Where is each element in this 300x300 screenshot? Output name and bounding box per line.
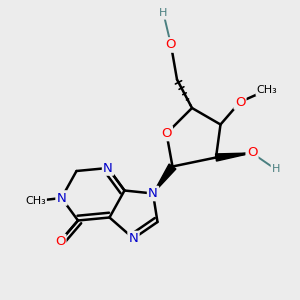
Text: N: N (103, 161, 113, 175)
Text: N: N (129, 232, 138, 245)
Text: O: O (166, 38, 176, 52)
Text: CH₃: CH₃ (256, 85, 278, 95)
Text: O: O (161, 127, 172, 140)
Text: O: O (55, 235, 65, 248)
Text: H: H (272, 164, 280, 175)
Polygon shape (153, 164, 176, 194)
Text: O: O (247, 146, 257, 160)
Text: N: N (148, 187, 158, 200)
Text: O: O (235, 95, 245, 109)
Text: H: H (159, 8, 168, 19)
Polygon shape (216, 153, 252, 161)
Text: CH₃: CH₃ (25, 196, 46, 206)
Text: N: N (57, 191, 66, 205)
